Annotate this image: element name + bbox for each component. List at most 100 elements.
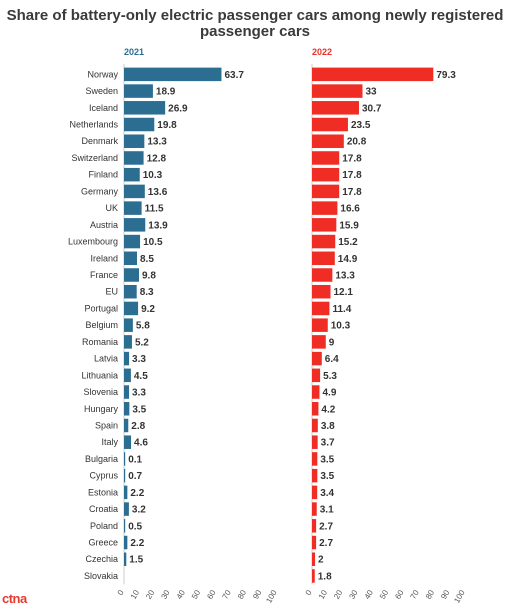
data-label: 1.5 bbox=[129, 555, 143, 566]
bar bbox=[312, 117, 348, 132]
category-label: Austria bbox=[90, 220, 118, 230]
x-tick-label: 50 bbox=[378, 588, 391, 601]
data-label: 2.2 bbox=[130, 538, 144, 549]
bar bbox=[312, 268, 333, 282]
data-label: 6.4 bbox=[325, 354, 339, 365]
x-tick-label: 90 bbox=[439, 588, 452, 601]
bar bbox=[124, 402, 130, 416]
data-label: 10.3 bbox=[331, 321, 351, 332]
bar bbox=[124, 418, 129, 433]
bar bbox=[312, 251, 335, 266]
category-label: Germany bbox=[81, 186, 119, 196]
data-label: 13.6 bbox=[148, 187, 168, 198]
bar bbox=[312, 502, 317, 516]
data-label: 4.2 bbox=[321, 404, 335, 415]
data-label: 15.2 bbox=[338, 237, 358, 248]
data-label: 16.6 bbox=[340, 204, 360, 215]
data-label: 2.7 bbox=[319, 521, 333, 532]
data-label: 11.5 bbox=[145, 204, 164, 215]
category-label: France bbox=[90, 270, 118, 280]
data-label: 79.3 bbox=[436, 70, 456, 81]
category-label: Lithuania bbox=[81, 370, 118, 380]
data-label: 9 bbox=[329, 337, 335, 348]
x-tick-label: 30 bbox=[347, 588, 360, 601]
data-label: 4.6 bbox=[134, 438, 148, 449]
data-label: 17.8 bbox=[342, 153, 362, 164]
ctna-logo: ctna bbox=[2, 591, 27, 606]
x-tick-label: 10 bbox=[317, 588, 330, 601]
category-label: Slovakia bbox=[84, 571, 118, 581]
data-label: 33 bbox=[365, 87, 377, 98]
data-label: 5.8 bbox=[136, 321, 150, 332]
bar bbox=[124, 368, 131, 383]
bar bbox=[124, 268, 139, 282]
x-tick-label: 20 bbox=[332, 588, 345, 601]
category-label: Portugal bbox=[84, 303, 118, 313]
bar bbox=[312, 101, 359, 115]
data-label: 3.5 bbox=[132, 404, 146, 415]
x-tick-label: 20 bbox=[144, 588, 157, 601]
data-label: 3.7 bbox=[321, 438, 335, 449]
data-label: 5.3 bbox=[323, 371, 337, 382]
data-label: 10.3 bbox=[143, 170, 163, 181]
bar bbox=[124, 502, 129, 516]
category-label: Denmark bbox=[81, 136, 118, 146]
data-label: 2.8 bbox=[131, 421, 145, 432]
x-tick-label: 60 bbox=[205, 588, 218, 601]
bar bbox=[312, 201, 338, 215]
category-label: Spain bbox=[95, 420, 118, 430]
category-label: Italy bbox=[101, 437, 118, 447]
bar bbox=[312, 569, 315, 583]
bar bbox=[312, 435, 318, 449]
data-label: 0.5 bbox=[128, 521, 142, 532]
bar bbox=[124, 301, 139, 316]
category-label: Finland bbox=[88, 170, 118, 180]
data-label: 17.8 bbox=[342, 170, 362, 181]
bar bbox=[124, 385, 130, 399]
data-label: 10.5 bbox=[143, 237, 163, 248]
data-label: 9.8 bbox=[142, 271, 156, 282]
bar bbox=[124, 234, 141, 249]
data-label: 3.3 bbox=[132, 388, 146, 399]
bar bbox=[124, 435, 132, 449]
category-label: Iceland bbox=[89, 103, 118, 113]
bar bbox=[124, 535, 128, 550]
bar bbox=[312, 335, 326, 349]
bar bbox=[124, 468, 126, 483]
bar bbox=[124, 552, 127, 566]
bar bbox=[312, 468, 318, 483]
category-label: Hungary bbox=[84, 404, 119, 414]
bar bbox=[312, 184, 340, 199]
data-label: 3.3 bbox=[132, 354, 146, 365]
bar bbox=[312, 485, 318, 500]
data-label: 9.2 bbox=[141, 304, 155, 315]
data-label: 3.5 bbox=[320, 454, 334, 465]
bar bbox=[312, 84, 363, 98]
data-label: 3.8 bbox=[321, 421, 335, 432]
x-tick-label: 40 bbox=[175, 588, 188, 601]
data-label: 20.8 bbox=[347, 137, 367, 148]
category-label: Cyprus bbox=[89, 471, 118, 481]
bar bbox=[124, 218, 146, 232]
bar bbox=[312, 134, 344, 148]
data-label: 0.7 bbox=[128, 471, 142, 482]
bar bbox=[312, 418, 318, 433]
category-label: Ireland bbox=[90, 253, 118, 263]
data-label: 4.9 bbox=[322, 388, 336, 399]
category-label: Luxembourg bbox=[68, 237, 118, 247]
x-tick-label: 100 bbox=[452, 588, 467, 605]
x-tick-label: 30 bbox=[159, 588, 172, 601]
bar bbox=[312, 167, 340, 182]
data-label: 3.1 bbox=[320, 505, 334, 516]
bar bbox=[124, 84, 153, 98]
category-label: UK bbox=[105, 203, 118, 213]
data-label: 19.8 bbox=[157, 120, 177, 131]
bar bbox=[312, 67, 434, 82]
bar bbox=[124, 284, 137, 299]
bar bbox=[312, 535, 317, 550]
bar bbox=[124, 167, 140, 182]
bar bbox=[124, 67, 222, 82]
x-tick-label: 40 bbox=[363, 588, 376, 601]
category-label: EU bbox=[105, 287, 118, 297]
